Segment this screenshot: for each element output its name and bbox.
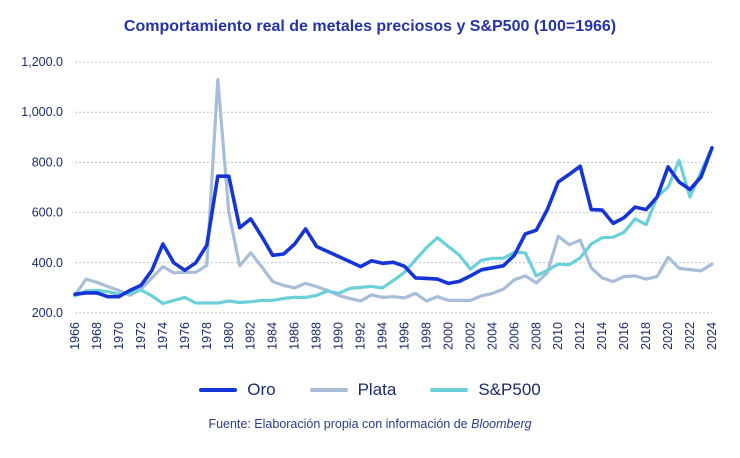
source-note: Fuente: Elaboración propia con informaci… [0,417,740,431]
y-tick-label: 800.0 [32,155,63,169]
x-tick-label: 1982 [244,322,258,350]
x-tick-label: 2004 [485,322,499,350]
y-tick-label: 400.0 [32,256,63,270]
x-tick-label: 2020 [661,322,675,350]
series-line-plata [73,77,714,303]
series-lines [73,77,714,306]
x-tick-label: 1998 [419,322,433,350]
y-tick-label: 200.0 [32,306,63,320]
x-tick-label: 1980 [222,322,236,350]
y-tick-label: 1,200.0 [21,55,63,69]
x-tick-label: 1974 [156,322,170,350]
x-tick-label: 1990 [332,322,346,350]
x-tick-label: 1996 [397,322,411,350]
x-tick-label: 2016 [617,322,631,350]
x-axis-ticks: 1966 1968 1970 1972 1974 1976 1978 1980 1982 1984… [68,322,719,350]
x-tick-label: 2024 [705,322,719,350]
series-line-sp500 [73,146,714,306]
legend-item-oro: Oro [199,380,276,400]
x-tick-label: 1984 [266,322,280,350]
y-tick-label: 1,000.0 [21,105,63,119]
legend: Oro Plata S&P500 [0,380,740,400]
y-axis-ticks: 200.0 400.0 600.0 800.0 1,000.0 1,200.0 [21,55,63,320]
y-tick-label: 600.0 [32,206,63,220]
x-tick-label: 1968 [90,322,104,350]
legend-item-sp500: S&P500 [430,380,541,400]
x-tick-label: 2000 [441,322,455,350]
grid-lines [75,61,712,314]
x-tick-label: 1988 [310,322,324,350]
legend-swatch-plata [309,388,348,392]
legend-swatch-oro [199,388,238,392]
x-tick-label: 1992 [354,322,368,350]
series-line-oro [73,146,714,299]
x-tick-label: 1994 [376,322,390,350]
x-tick-label: 2006 [507,322,521,350]
x-tick-label: 2012 [573,322,587,350]
x-tick-label: 1970 [112,322,126,350]
x-tick-label: 1972 [134,322,148,350]
source-prefix: Fuente: Elaboración propia con informaci… [208,417,472,431]
chart-title: Comportamiento real de metales preciosos… [123,18,617,35]
x-tick-label: 1966 [68,322,82,350]
x-tick-label: 1986 [288,322,302,350]
legend-label-oro: Oro [247,380,276,399]
x-tick-label: 2018 [639,322,653,350]
x-tick-label: 1976 [178,322,192,350]
source-name: Bloomberg [471,417,532,431]
legend-label-sp500: S&P500 [478,380,541,399]
legend-label-plata: Plata [357,380,397,399]
x-tick-label: 2022 [683,322,697,350]
legend-swatch-sp500 [430,388,469,392]
x-tick-label: 2002 [463,322,477,350]
x-tick-label: 2008 [529,322,543,350]
x-tick-label: 2010 [551,322,565,350]
legend-item-plata: Plata [309,380,397,400]
x-tick-label: 1978 [200,322,214,350]
x-tick-label: 2014 [595,322,609,350]
